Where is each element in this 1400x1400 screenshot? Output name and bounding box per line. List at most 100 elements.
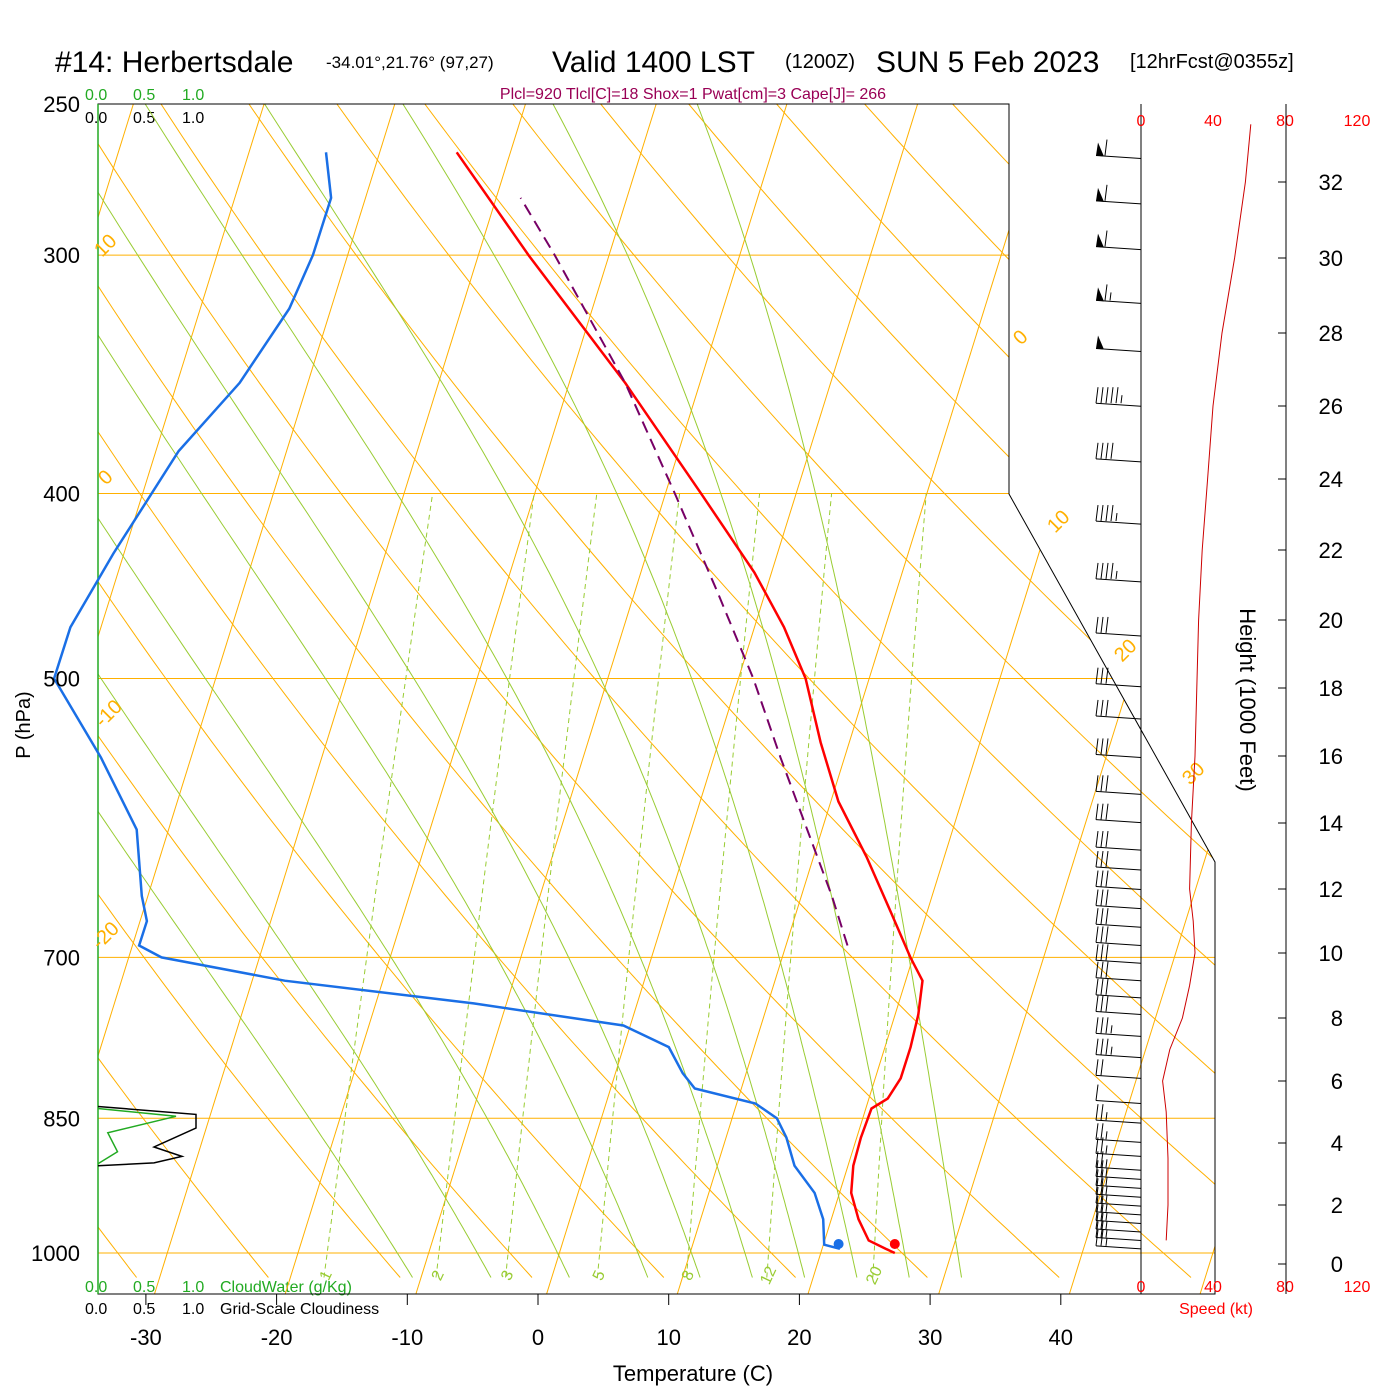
wind-barb-feather-33-1	[1100, 562, 1104, 579]
wind-barb-staff-20	[1095, 959, 1142, 964]
wind-barb-29	[1095, 738, 1142, 758]
wind-barb-13	[1095, 1084, 1142, 1105]
wind-barb-feather-24-2	[1105, 870, 1109, 887]
wind-barb-feather-24-0	[1095, 870, 1099, 887]
pressure-tick-label-250: 250	[43, 92, 80, 117]
wind-barbs	[1095, 139, 1142, 1250]
cloudiness-scale-bottom-0: 0.0	[85, 1301, 107, 1318]
wind-barb-7	[1095, 1169, 1142, 1189]
wind-speed-profile	[1162, 124, 1252, 1241]
cloudwater-scale-top: 0.0 0.5 1.0	[85, 87, 204, 104]
wind-barb-feather-17-0	[1095, 995, 1099, 1012]
wind-barb-staff-34	[1095, 520, 1142, 525]
wind-barb-flag-41	[1096, 142, 1104, 157]
wind-barb-staff-27	[1095, 819, 1142, 824]
cloudwater-legend: CloudWater (g/Kg)	[220, 1279, 352, 1296]
height-tick-label-18: 18	[1319, 676, 1343, 701]
wind-barb-feather-11-0	[1095, 1123, 1099, 1140]
wind-barb-flag-39	[1096, 233, 1104, 248]
wind-barb-feather-35-0	[1095, 442, 1099, 459]
wind-barb-feather-30-2	[1105, 699, 1109, 717]
wind-barb-feather-12-1	[1100, 1104, 1104, 1121]
wind-barb-feather-19-1	[1100, 961, 1104, 978]
wind-barb-feather-23-0	[1095, 889, 1099, 906]
height-tick-label-6: 6	[1331, 1069, 1343, 1094]
wind-barb-feather-22-1	[1100, 908, 1104, 925]
wind-barb-24	[1095, 870, 1142, 891]
moist-adiabat-2	[98, 104, 570, 1278]
dry-adiabat-lines	[98, 104, 1215, 1278]
wind-barb-feather-30-1	[1100, 699, 1104, 717]
wind-barb-feather-4-0	[1095, 1195, 1099, 1212]
wind-barb-11	[1095, 1123, 1142, 1143]
wind-barb-feather-36-1	[1100, 387, 1104, 404]
cloudwater-scale-bottom: 0.0 0.5 1.0 CloudWater (g/Kg)	[85, 1279, 352, 1296]
cloudiness-scale-top-1: 0.5	[133, 110, 155, 127]
moist-adiabat-28	[534, 104, 910, 1278]
wind-barb-feather-25-0	[1095, 850, 1099, 868]
mixing-ratio-label-2: 2	[429, 1268, 448, 1283]
isotherm--10	[415, 104, 846, 1294]
wind-barb-feather-26-2	[1105, 831, 1109, 848]
wind-barb-feather-21-1	[1100, 926, 1104, 943]
wind-barb-feather-36-0	[1095, 387, 1099, 404]
wind-barb-feather-25-2	[1105, 850, 1109, 868]
wind-barb-feather-10-0	[1095, 1137, 1099, 1154]
height-tick-label-2: 2	[1331, 1193, 1343, 1218]
temperature-axis: -30 -20 -10 0 10 20 30 40	[130, 1294, 1073, 1350]
wind-barb-staff-32	[1095, 632, 1142, 637]
wind-barb-36	[1095, 387, 1142, 407]
wind-barb-32	[1095, 616, 1142, 637]
isotherm--50	[98, 104, 323, 1294]
wind-barb-14	[1095, 1059, 1142, 1079]
wind-barb-19	[1095, 961, 1142, 982]
cloudiness-scale-bottom-2: 1.0	[182, 1301, 204, 1318]
dry-adiabat-310	[98, 104, 1060, 1278]
moist-adiabat--4	[98, 104, 492, 1278]
wind-barb-21	[1095, 926, 1142, 946]
station-title: #14: Herbertsdale	[55, 46, 293, 79]
wind-barb-feather-18-2	[1105, 978, 1109, 995]
height-tick-label-0: 0	[1331, 1252, 1343, 1277]
wind-barb-feather-29-1	[1100, 738, 1104, 755]
moist-adiabat-24	[381, 104, 858, 1278]
wind-barb-feather-8-1	[1100, 1160, 1104, 1177]
wind-barb-feather-20-0	[1095, 944, 1099, 961]
wind-barb-feather-29-2	[1105, 738, 1109, 755]
moist-adiabat-20	[242, 104, 806, 1278]
wind-barb-staff-14	[1095, 1074, 1142, 1079]
wind-barb-feather-15-1	[1100, 1038, 1104, 1055]
height-tick-label-16: 16	[1319, 744, 1343, 769]
wind-barb-feather-31-1	[1100, 667, 1104, 684]
moist-adiabat--10	[98, 104, 413, 1278]
speed-top-label-40: 40	[1204, 113, 1222, 130]
dry-adiabat-320	[138, 104, 1192, 1278]
isotherm-0	[546, 104, 976, 1294]
cloudiness-scale-bottom-1: 0.5	[133, 1301, 155, 1318]
isotherm--70	[0, 0, 60, 1294]
wind-barb-feather-19-0	[1095, 961, 1099, 978]
wind-barb-staff-6	[1095, 1193, 1142, 1198]
wind-barb-half-10	[1105, 1145, 1108, 1154]
wind-barb-feather-36-4	[1115, 387, 1119, 404]
cloudiness-scale-top: 0.0 0.5 1.0	[85, 110, 204, 127]
wind-barb-staff-5	[1095, 1202, 1142, 1207]
temp-tick-label-40: 40	[1049, 1325, 1073, 1350]
wind-barb-staff-21	[1095, 941, 1142, 946]
wind-barb-half-33	[1115, 570, 1118, 579]
speed-bottom-label-80: 80	[1276, 1279, 1294, 1296]
mixing-ratio-label-20: 20	[863, 1264, 886, 1287]
wind-barb-half-34	[1115, 513, 1118, 522]
wind-barb-feather-28-1	[1100, 775, 1104, 792]
wind-barb-staff-7	[1095, 1184, 1142, 1189]
height-axis-label: Height (1000 Feet)	[1235, 608, 1260, 791]
wind-barb-half-2	[1105, 1220, 1108, 1230]
cloudiness-scale-top-0: 0.0	[85, 110, 107, 127]
isotherm-30	[938, 104, 1215, 1294]
mixing-ratio-1	[323, 493, 434, 1278]
wind-barb-staff-31	[1095, 683, 1142, 688]
isotherm-label-6: 20	[1110, 635, 1141, 666]
cloudwater-scale-top-2: 1.0	[182, 87, 204, 104]
wind-barb-feather-16-2	[1105, 1017, 1109, 1034]
